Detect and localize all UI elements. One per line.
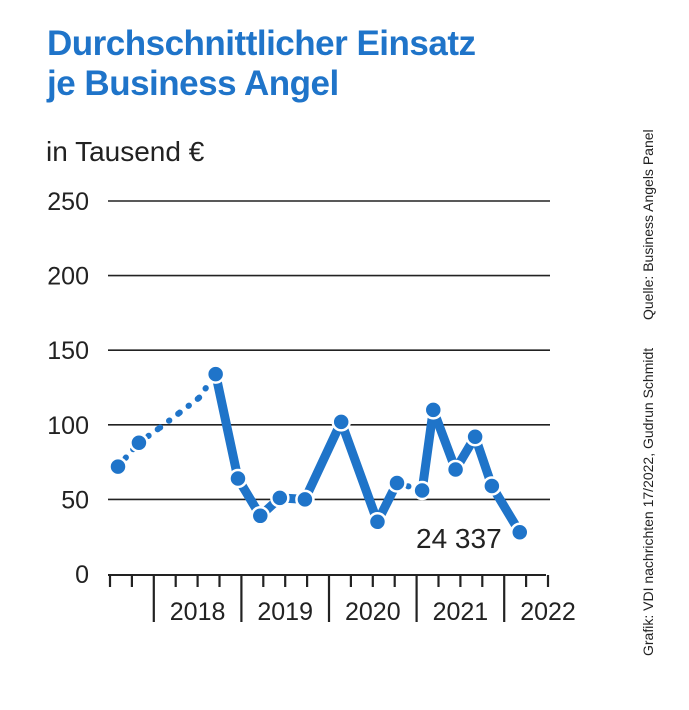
y-tick-labels: 0 50 100 150 200 250 [47, 188, 89, 589]
data-points [108, 364, 530, 542]
series-segment [336, 417, 382, 527]
data-point [108, 456, 128, 477]
series-segment [428, 405, 461, 475]
series-segment-dotted [176, 394, 202, 416]
data-point [367, 512, 388, 532]
x-tick-label-2018: 2018 [170, 598, 226, 626]
series-segment-dotted [156, 409, 183, 431]
data-point [331, 412, 351, 432]
x-tick-label-2019: 2019 [257, 598, 313, 626]
y-tick-label-100: 100 [47, 412, 89, 440]
data-point [250, 506, 271, 526]
value-annotation: 24 337 [416, 523, 502, 554]
title-line-1: Durchschnittlicher Einsatz [47, 24, 476, 63]
series-segment-dotted [135, 424, 163, 446]
data-point [129, 432, 149, 453]
data-point [423, 400, 444, 420]
grid-lines [108, 200, 550, 501]
title-line-2: je Business Angel [47, 64, 339, 103]
data-point [387, 473, 407, 493]
series-segment [211, 369, 243, 484]
x-tick-label-2020: 2020 [345, 598, 401, 626]
y-tick-label-50: 50 [61, 486, 89, 514]
chart-title: Durchschnittlicher Einsatz je Business A… [47, 24, 476, 104]
data-point [465, 426, 485, 447]
series-line [115, 369, 525, 537]
data-point [412, 480, 432, 501]
x-tick-label-2022: 2022 [520, 598, 576, 626]
series-segment [300, 417, 346, 504]
data-point [482, 476, 502, 496]
data-point [510, 522, 530, 542]
x-tick-label-2021: 2021 [433, 598, 489, 626]
y-tick-label-250: 250 [47, 188, 89, 216]
y-tick-label-0: 0 [75, 561, 89, 589]
data-point [205, 364, 226, 384]
x-axis: 2018 2019 2020 2021 2022 [108, 574, 576, 626]
y-axis-unit-label: in Tausend € [46, 136, 205, 167]
series-segment [417, 405, 438, 495]
y-tick-label-200: 200 [47, 263, 89, 291]
data-point [270, 488, 290, 508]
y-tick-label-150: 150 [47, 337, 89, 365]
data-point [228, 468, 248, 489]
annotations: 24 337 [416, 523, 502, 554]
data-point [445, 459, 466, 480]
data-point [295, 489, 315, 510]
